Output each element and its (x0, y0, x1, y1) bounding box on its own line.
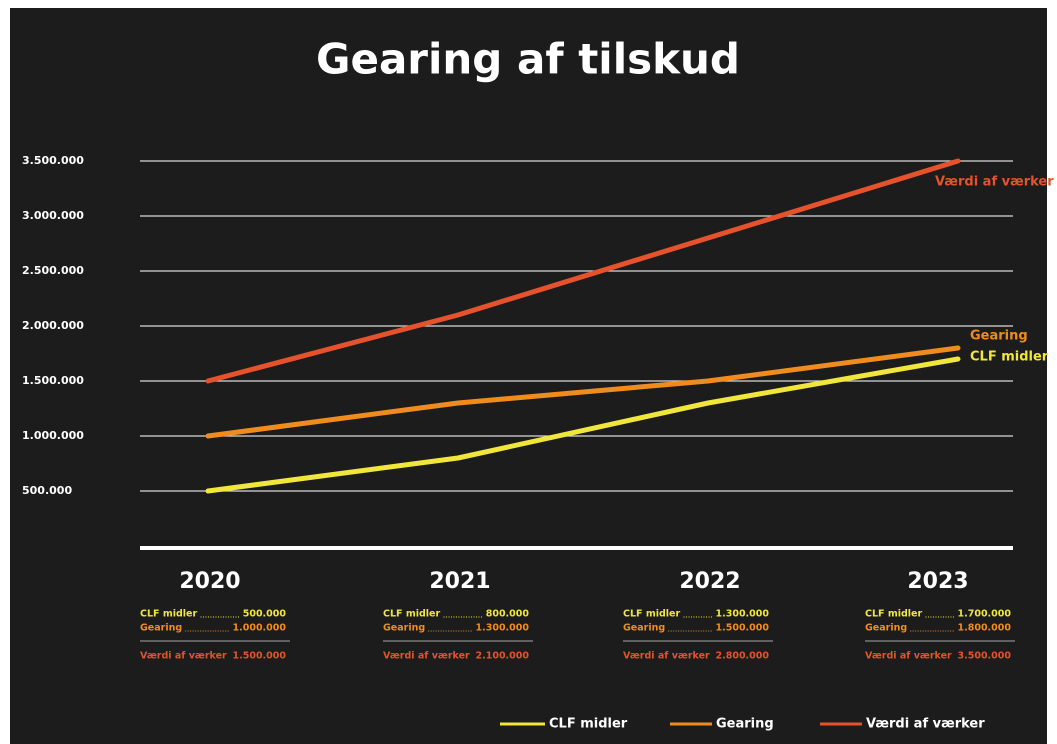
series-end-label: Gearing (970, 329, 1028, 344)
y-tick-label: 3.000.000 (22, 209, 84, 222)
series-line (205, 345, 961, 439)
legend-label: CLF midler (549, 717, 628, 732)
x-tick-label: 2023 (907, 569, 968, 594)
x-tick-label: 2021 (429, 569, 490, 594)
table-row-name: Værdi af værker (383, 651, 470, 662)
y-tick-label: 3.500.000 (22, 154, 84, 167)
x-tick-label: 2022 (679, 569, 740, 594)
table-row-name: CLF midler (865, 609, 922, 620)
legend-label: Værdi af værker (866, 717, 985, 732)
series-end-label: CLF midler (970, 350, 1049, 365)
table-row-name: CLF midler (383, 609, 440, 620)
table-row-value: 1.300.000 (476, 623, 530, 634)
table-row-value: 800.000 (486, 609, 530, 620)
legend-label: Gearing (716, 717, 774, 732)
y-tick-label: 1.500.000 (22, 374, 84, 387)
series-end-label: Værdi af værker (935, 175, 1054, 190)
table-row-value: 1.000.000 (233, 623, 287, 634)
chart-title: Gearing af tilskud (316, 35, 740, 84)
table-row-name: Værdi af værker (865, 651, 952, 662)
table-row-name: CLF midler (140, 609, 197, 620)
series-line (205, 356, 961, 494)
table-row-name: Værdi af værker (140, 651, 227, 662)
table-row-value: 3.500.000 (958, 651, 1012, 662)
table-row-value: 1.500.000 (233, 651, 287, 662)
table-row-value: 500.000 (243, 609, 287, 620)
table-row-name: Gearing (623, 623, 665, 634)
table-row-value: 1.700.000 (958, 609, 1012, 620)
x-tick-label: 2020 (179, 569, 240, 594)
table-row-value: 2.100.000 (476, 651, 530, 662)
series-line (205, 158, 961, 384)
table-row-name: Gearing (140, 623, 182, 634)
table-row-value: 1.800.000 (958, 623, 1012, 634)
table-row-name: Gearing (865, 623, 907, 634)
table-row-value: 1.300.000 (716, 609, 770, 620)
table-row-name: Værdi af værker (623, 651, 710, 662)
table-row-name: Gearing (383, 623, 425, 634)
table-row-value: 1.500.000 (716, 623, 770, 634)
y-tick-label: 1.000.000 (22, 429, 84, 442)
table-row-name: CLF midler (623, 609, 680, 620)
background (10, 8, 1047, 744)
table-row-value: 2.800.000 (716, 651, 770, 662)
y-tick-label: 2.500.000 (22, 264, 84, 277)
y-tick-label: 2.000.000 (22, 319, 84, 332)
y-tick-label: 500.000 (22, 484, 72, 497)
